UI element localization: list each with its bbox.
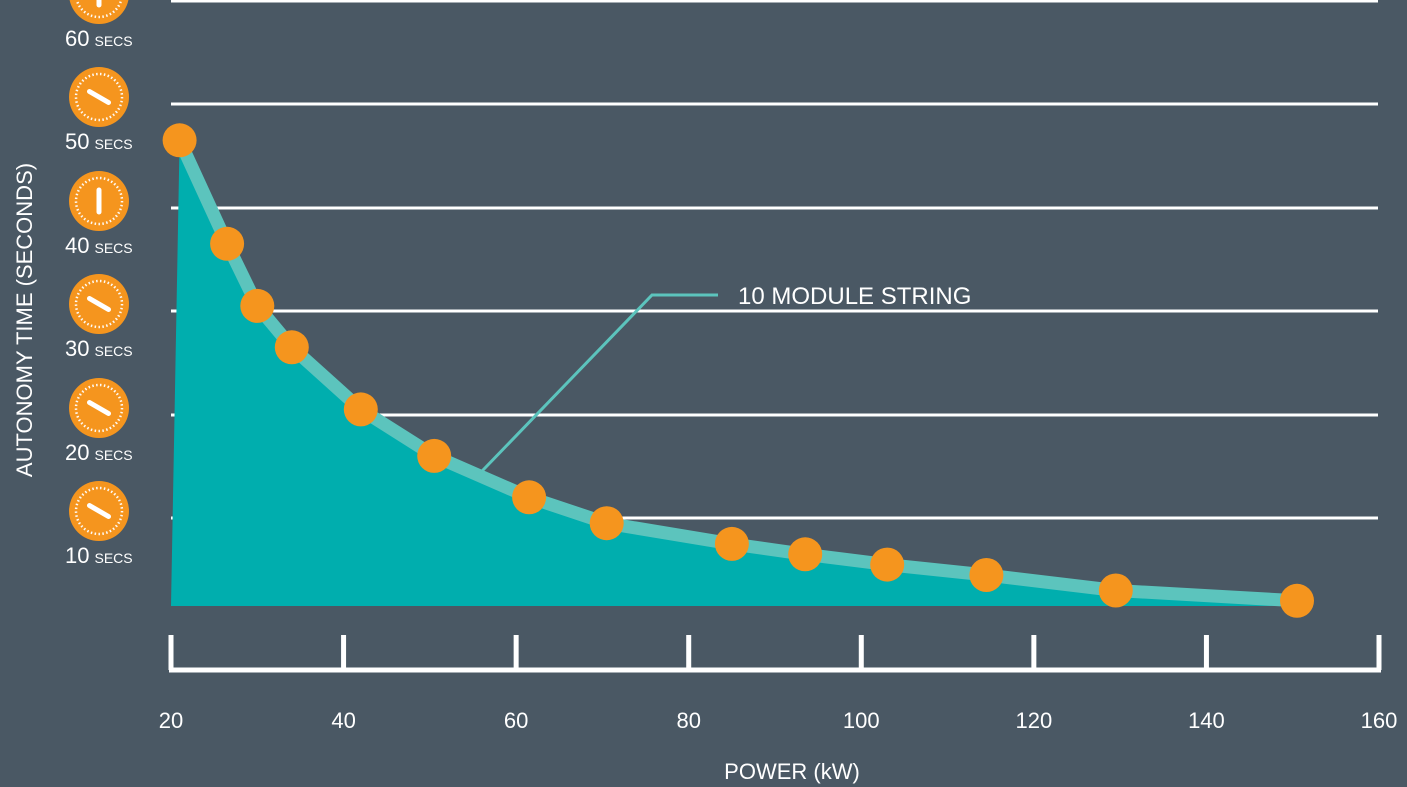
stopwatch-icon [69,0,129,24]
data-point: 114.5 kW, 8 s [969,558,1004,592]
x-tick-label: 160 [1361,708,1398,733]
data-point: 61.5 kW, 15.5 s [512,480,547,515]
data-point: 150.5 kW, 5.5 s [1280,583,1314,618]
data-point: 34 kW, 30 s [274,330,309,365]
y-tick-label: 40 SECS [65,233,133,258]
x-axis: 20 40 60 80 100 120 140 160 [159,635,1398,733]
x-tick-label: 100 [843,708,880,733]
y-axis: 10 SECS 20 SECS 30 SECS 40 SECS 50 SECS 60 SECS [65,0,133,568]
stopwatch-icon [69,67,129,127]
data-point: 129.5 kW, 6.5 s [1098,573,1133,608]
data-point: 70.5 kW, 13 s [589,506,624,541]
stopwatch-icon [69,274,129,334]
area-fill-layer [171,140,1297,607]
stopwatch-icon [69,378,129,438]
series-annotation-label: 10 MODULE STRING [738,283,971,310]
data-point: 30 kW, 34 s [240,288,275,323]
area-fill [171,140,1297,607]
y-tick-label: 10 SECS [65,543,133,568]
data-point: 26.5 kW, 40 s [210,226,245,261]
stopwatch-icon [69,481,129,541]
data-point: 93.5 kW, 10 s [788,537,823,572]
data-point: 103 kW, 9 s [870,547,905,582]
y-tick-label: 50 SECS [65,129,133,154]
x-tick-label: 20 [159,708,183,733]
x-axis-label: POWER (kW) [724,759,860,784]
annotation-leader [480,293,718,473]
x-tick-label: 140 [1188,708,1225,733]
y-tick-label: 30 SECS [65,336,133,361]
data-point: 85 kW, 11 s [714,526,749,561]
data-points: 21 kW, 50 s 26.5 kW, 40 s 30 kW, 34 s 34 kW… [162,123,1314,618]
x-tick-label: 60 [504,708,528,733]
data-point: 42 kW, 24 s [343,392,378,427]
x-tick-label: 40 [331,708,355,733]
data-point: 50.5 kW, 19.5 s [417,438,452,473]
y-axis-label: AUTONOMY TIME (SECONDS) [12,163,37,477]
stopwatch-icon [69,171,129,231]
y-tick-label: 20 SECS [65,440,133,465]
x-tick-label: 80 [676,708,700,733]
y-tick-label: 60 SECS [65,26,133,51]
x-tick-label: 120 [1015,708,1052,733]
annotation-layer: 10 MODULE STRING [480,283,971,473]
data-point: 21 kW, 50 s [162,123,197,158]
